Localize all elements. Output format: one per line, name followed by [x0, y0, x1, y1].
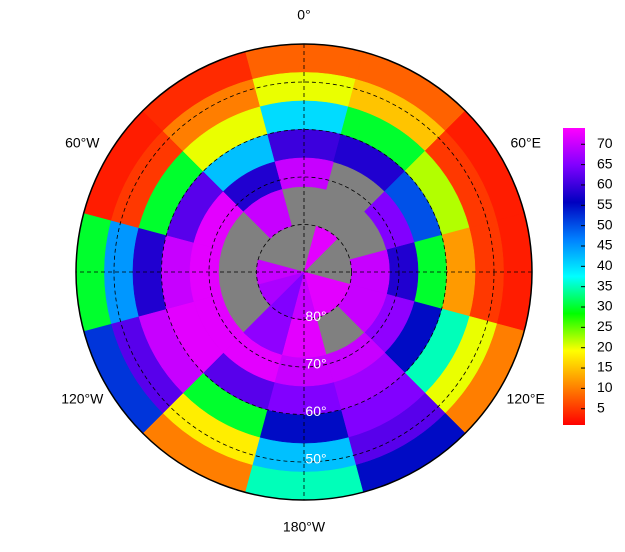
lon-label: 60°W [65, 135, 100, 151]
map-border [75, 43, 533, 501]
colorbar-tick-label: 35 [597, 277, 613, 293]
colorbar-tick-label: 55 [597, 196, 613, 212]
lat-label: 60° [305, 403, 326, 419]
lat-label: 80° [305, 308, 326, 324]
colorbar-tick-label: 5 [597, 399, 605, 415]
lat-label: 70° [305, 356, 326, 372]
lon-label: 0° [297, 7, 310, 23]
colorbar-tick-label: 15 [597, 359, 613, 375]
colorbar-tick-label: 20 [597, 338, 613, 354]
colorbar [563, 128, 585, 425]
lat-label: 50° [305, 451, 326, 467]
colorbar-tick-label: 40 [597, 257, 613, 273]
colorbar-tick-label: 25 [597, 318, 613, 334]
colorbar-tick-label: 30 [597, 298, 613, 314]
lon-label: 120°E [507, 391, 545, 407]
colorbar-tick-label: 10 [597, 379, 613, 395]
colorbar-tick-label: 65 [597, 155, 613, 171]
lon-label: 120°W [61, 391, 104, 407]
colorbar-tick-label: 45 [597, 237, 613, 253]
lon-label: 60°E [510, 135, 541, 151]
colorbar-tick-label: 60 [597, 176, 613, 192]
lon-label: 180°W [283, 519, 326, 535]
colorbar-tick-label: 50 [597, 216, 613, 232]
colorbar-tick-label: 70 [597, 135, 613, 151]
